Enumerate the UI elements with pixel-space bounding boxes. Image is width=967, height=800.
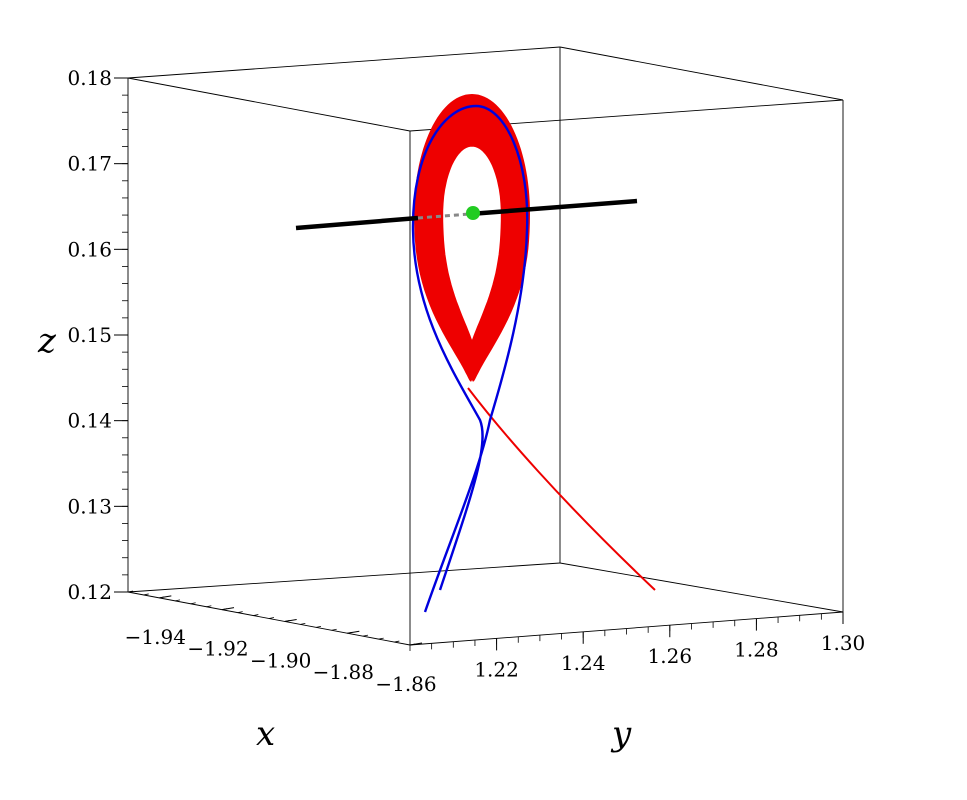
equilibrium-point [466, 206, 480, 220]
z-tick-label: 0.12 [67, 580, 112, 604]
x-minor-tick [394, 640, 400, 643]
x-minor-tick [268, 617, 275, 619]
x-major-tick [284, 618, 297, 622]
y-tick-label: 1.26 [648, 644, 693, 668]
x-minor-tick [300, 622, 306, 625]
x-major-tick [159, 595, 172, 599]
red-trajectory [413, 93, 656, 591]
equilibrium-markers [466, 206, 480, 220]
x-minor-tick [315, 625, 322, 628]
black-line-right-segment [469, 198, 638, 217]
y-axis-title: y [610, 714, 632, 754]
z-axis-ticks: 0.12 0.13 0.14 0.15 0.16 0.17 0.18 [67, 66, 128, 604]
x-tick-label: −1.86 [375, 672, 436, 696]
y-tick-label: 1.28 [734, 638, 779, 662]
x-tick-label: −1.92 [187, 637, 248, 661]
box-edge [559, 46, 844, 101]
box-edge [127, 562, 561, 593]
y-tick-label: 1.30 [821, 631, 866, 655]
z-tick-label: 0.13 [67, 494, 112, 518]
x-tick-label: −1.90 [250, 648, 311, 672]
x-minor-tick [378, 637, 384, 640]
x-axis-title: x [256, 714, 275, 754]
z-axis-title: z [37, 321, 57, 361]
black-line [295, 198, 638, 231]
x-minor-tick [143, 593, 149, 596]
z-tick-label: 0.17 [67, 152, 112, 176]
box-edge [127, 46, 561, 79]
x-axis-ticks: −1.94 −1.92 −1.90 −1.88 −1.86 [125, 590, 437, 696]
x-minor-tick [362, 634, 369, 637]
x-major-tick [409, 642, 423, 646]
blue-boundary-curve [411, 104, 529, 613]
red-tail [467, 387, 656, 591]
x-minor-tick [127, 590, 134, 593]
y-tick-label: 1.24 [561, 651, 606, 675]
x-minor-tick [331, 628, 337, 631]
x-major-tick [347, 630, 360, 634]
z-tick-label: 0.16 [67, 237, 112, 261]
box-edge [127, 77, 411, 132]
x-minor-tick [174, 599, 181, 602]
z-tick-label: 0.15 [67, 323, 112, 347]
z-tick-label: 0.18 [67, 66, 112, 90]
x-tick-label: −1.88 [313, 660, 374, 684]
y-tick-label: 1.22 [474, 657, 519, 681]
y-axis-ticks: 1.22 1.24 1.26 1.28 1.30 [409, 612, 866, 681]
x-minor-tick [206, 605, 212, 608]
x-minor-tick [253, 614, 259, 616]
x-tick-label: −1.94 [125, 625, 186, 649]
x-minor-tick [237, 611, 243, 614]
z-tick-label: 0.14 [67, 409, 112, 433]
x-major-tick [221, 607, 235, 611]
red-spiral-turn [413, 93, 531, 382]
box-edge [559, 562, 844, 613]
black-line-left-segment [295, 215, 419, 231]
blue-trajectory [411, 104, 529, 613]
x-minor-tick [190, 602, 196, 605]
